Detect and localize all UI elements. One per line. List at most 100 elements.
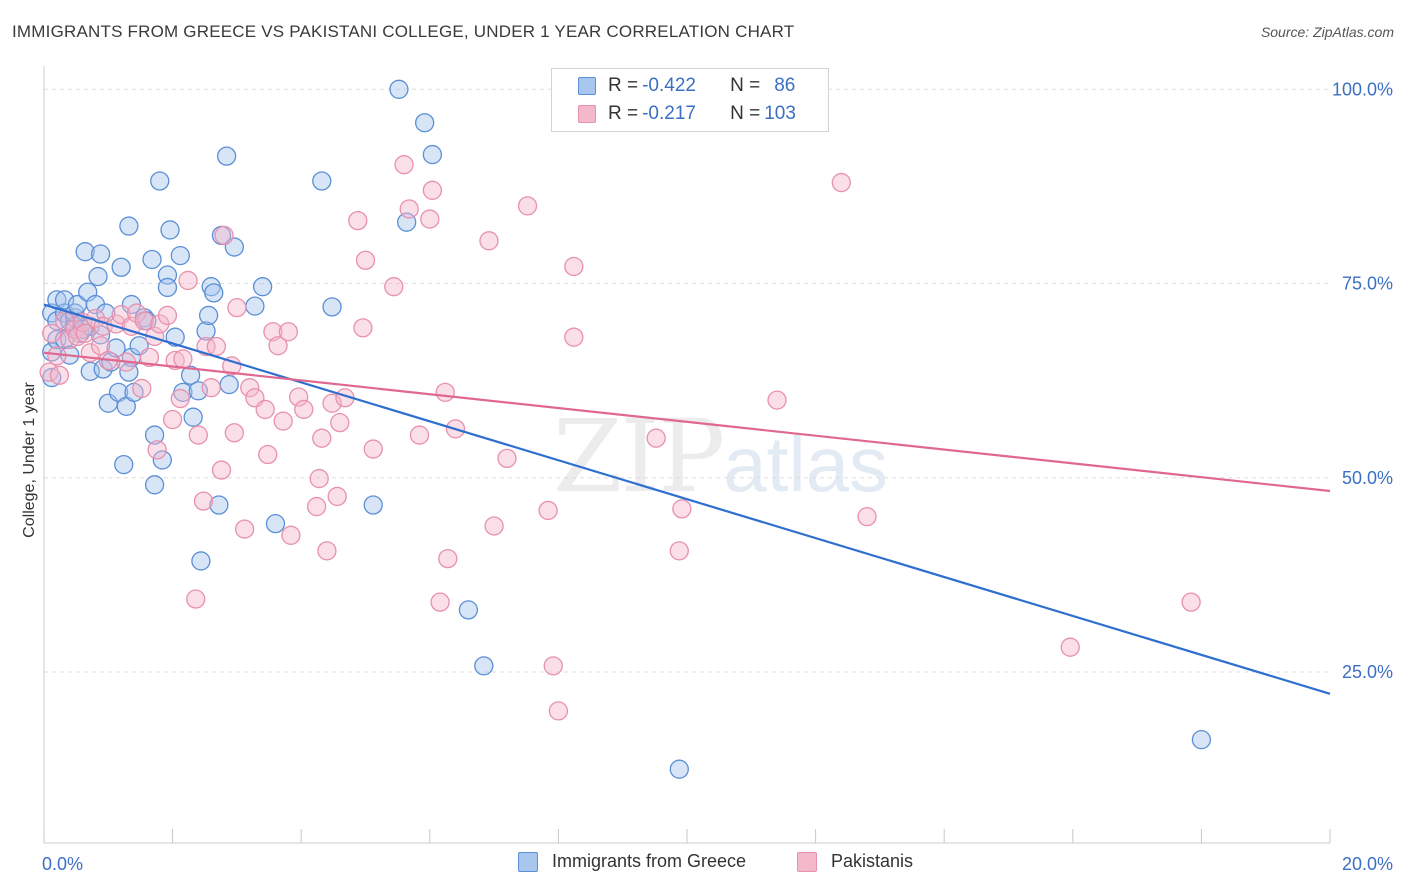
legend-item-greece: Immigrants from Greece	[518, 851, 746, 872]
data-point-greece	[114, 454, 134, 475]
n-value: 103	[764, 103, 796, 124]
data-point-greece	[142, 249, 162, 270]
chart-title: IMMIGRANTS FROM GREECE VS PAKISTANI COLL…	[12, 22, 795, 41]
data-point-greece	[157, 277, 178, 298]
data-point-greece	[88, 266, 108, 287]
data-point-greece	[75, 242, 95, 262]
data-point-pakistanis	[348, 210, 368, 231]
data-point-pakistanis	[831, 172, 851, 193]
data-point-pakistanis	[134, 311, 154, 331]
data-point-greece	[152, 450, 172, 470]
data-point-pakistanis	[240, 378, 260, 398]
data-point-pakistanis	[170, 388, 190, 409]
data-point-pakistanis	[278, 322, 298, 342]
data-point-greece	[180, 365, 201, 385]
data-point-greece	[265, 514, 286, 534]
data-point-pakistanis	[399, 199, 419, 219]
y-tick-label: 100.0%	[1332, 79, 1393, 99]
data-point-pakistanis	[420, 209, 440, 229]
data-point-pakistanis	[564, 327, 584, 347]
data-point-pakistanis	[214, 225, 234, 246]
data-point-pakistanis	[353, 318, 373, 338]
data-point-greece	[170, 245, 190, 266]
data-point-pakistanis	[273, 411, 293, 431]
data-point-pakistanis	[646, 428, 666, 448]
data-point-greece	[474, 656, 494, 676]
legend-item-pakistanis: Pakistanis	[797, 851, 913, 872]
data-point-pakistanis	[188, 425, 208, 445]
data-point-pakistanis	[669, 541, 689, 561]
data-point-pakistanis	[201, 378, 221, 398]
data-point-pakistanis	[409, 425, 430, 445]
data-point-greece	[1191, 730, 1212, 750]
data-point-pakistanis	[564, 256, 584, 277]
source-credit: Source: ZipAtlas.com	[1260, 24, 1394, 40]
data-point-greece	[183, 407, 203, 427]
legend-swatch-pakistanis	[797, 851, 817, 872]
data-point-pakistanis	[294, 399, 314, 420]
data-point-pakistanis	[211, 460, 232, 480]
data-point-greece	[90, 244, 111, 264]
data-point-pakistanis	[857, 507, 877, 527]
data-point-pakistanis	[255, 399, 275, 420]
data-point-greece	[245, 296, 265, 316]
data-point-greece	[119, 216, 139, 236]
data-point-greece	[204, 283, 224, 303]
data-point-greece	[669, 759, 689, 779]
data-point-pakistanis	[543, 656, 563, 676]
data-point-pakistanis	[767, 390, 787, 410]
data-point-greece	[219, 374, 239, 395]
data-point-pakistanis	[49, 365, 70, 385]
trend-line-pakistanis	[43, 351, 1331, 493]
data-point-pakistanis	[435, 382, 455, 402]
data-point-pakistanis	[309, 468, 329, 489]
x-tick-label-left: 0.0%	[42, 854, 83, 874]
data-point-pakistanis	[288, 387, 309, 407]
data-point-pakistanis	[258, 444, 278, 465]
data-point-pakistanis	[162, 409, 183, 430]
data-point-pakistanis	[394, 155, 414, 175]
y-tick-label: 50.0%	[1342, 468, 1393, 488]
data-point-pakistanis	[196, 336, 216, 357]
r-label: R =	[608, 103, 639, 124]
data-point-pakistanis	[384, 277, 404, 297]
data-point-greece	[196, 321, 216, 341]
data-point-greece	[422, 144, 443, 165]
data-point-greece	[252, 277, 273, 297]
data-point-greece	[150, 171, 170, 191]
data-point-pakistanis	[75, 323, 95, 343]
data-point-pakistanis	[227, 297, 247, 318]
data-point-pakistanis	[355, 250, 376, 270]
data-point-pakistanis	[173, 349, 193, 369]
data-point-pakistanis	[222, 356, 242, 376]
data-point-pakistanis	[268, 336, 288, 356]
r-value: -0.217	[642, 103, 696, 124]
data-point-pakistanis	[422, 180, 443, 200]
data-point-pakistanis	[497, 448, 517, 469]
data-point-pakistanis	[430, 592, 450, 612]
data-point-pakistanis	[186, 589, 206, 609]
data-point-pakistanis	[317, 541, 337, 561]
data-point-pakistanis	[42, 323, 62, 343]
data-point-greece	[144, 425, 165, 445]
data-point-pakistanis	[1060, 637, 1080, 657]
legend-label-pakistanis: Pakistanis	[831, 851, 914, 871]
data-point-pakistanis	[224, 423, 244, 443]
data-point-pakistanis	[132, 378, 152, 399]
data-point-greece	[111, 257, 131, 277]
r-label: R =	[608, 75, 639, 96]
y-tick-label: 25.0%	[1342, 662, 1393, 682]
r-value: -0.422	[642, 75, 696, 96]
x-tick-label-right: 20.0%	[1342, 854, 1393, 874]
data-point-pakistanis	[206, 336, 226, 357]
legend-swatch-greece	[518, 851, 538, 872]
data-point-greece	[191, 551, 211, 571]
data-point-pakistanis	[438, 548, 458, 569]
data-point-greece	[160, 220, 180, 240]
greece-swatch	[578, 77, 596, 95]
data-point-pakistanis	[139, 347, 160, 368]
data-point-pakistanis	[548, 701, 569, 721]
data-point-greece	[209, 495, 229, 515]
data-point-pakistanis	[672, 499, 692, 519]
